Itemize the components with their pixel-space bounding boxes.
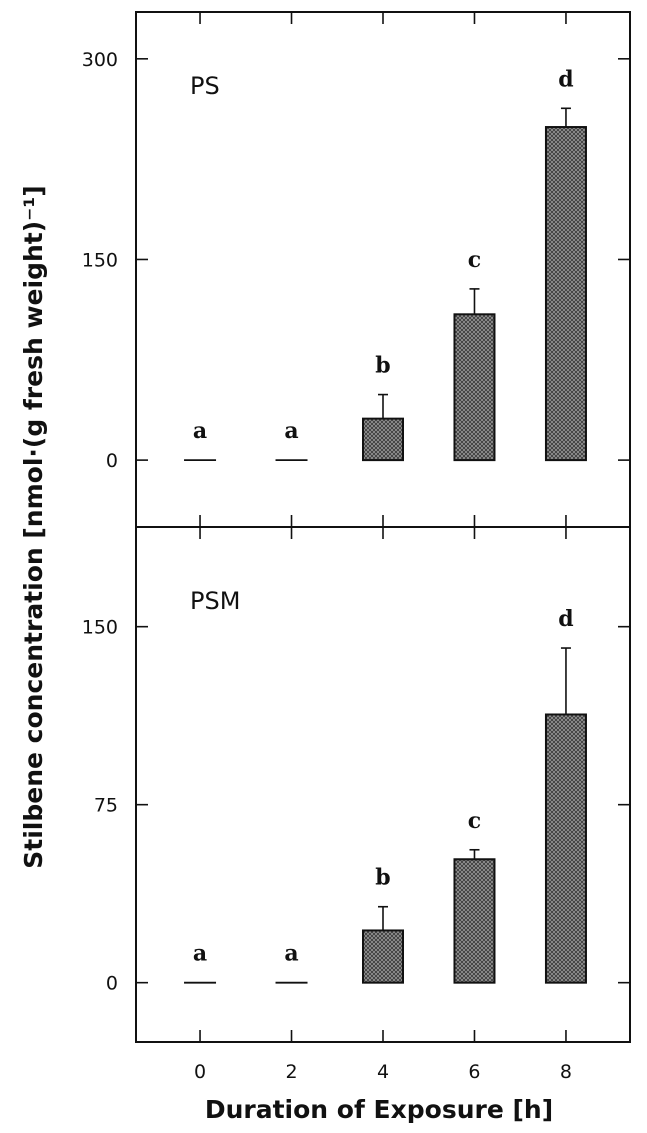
significance-letter: c [468, 808, 481, 834]
x-tick-label: 2 [285, 1061, 297, 1083]
bar [453, 313, 496, 462]
y-axis-title: Stilbene concentration [nmol·(g fresh we… [19, 185, 48, 868]
panel-ps: PS 0 150 300 a a b c d [82, 12, 630, 527]
y-tick-label: 75 [94, 795, 118, 817]
y-tick-label: 150 [82, 249, 118, 271]
significance-letter: d [558, 66, 573, 92]
x-tick-label: 6 [468, 1061, 480, 1083]
significance-letter: a [284, 418, 298, 444]
bar [453, 858, 496, 984]
bar [362, 929, 404, 984]
y-tick-label: 0 [106, 450, 118, 472]
bar [362, 417, 404, 462]
significance-letter: d [558, 606, 573, 632]
significance-letter: a [284, 941, 298, 967]
significance-letter: c [468, 247, 481, 273]
x-tick-label: 4 [377, 1061, 389, 1083]
significance-letter: b [375, 865, 390, 891]
significance-letter: a [193, 418, 207, 444]
panel-label: PS [190, 72, 220, 100]
significance-letter: b [375, 353, 390, 379]
bar [544, 126, 587, 462]
panel-psm: PSM 0 75 150 a a b c d [82, 527, 630, 1042]
significance-letter: a [193, 941, 207, 967]
x-tick-label: 8 [560, 1061, 572, 1083]
y-tick-label: 300 [82, 49, 118, 71]
panel-label: PSM [190, 587, 240, 615]
x-tick-label: 0 [194, 1061, 206, 1083]
bar [544, 713, 587, 984]
y-tick-label: 0 [106, 973, 118, 995]
x-axis-title: Duration of Exposure [h] [205, 1095, 553, 1124]
y-tick-label: 150 [82, 617, 118, 639]
